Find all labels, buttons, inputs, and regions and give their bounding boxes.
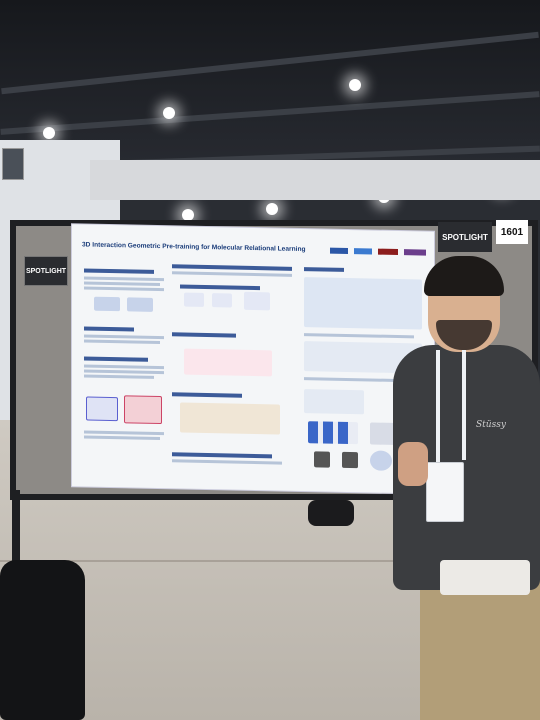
text-line xyxy=(84,430,164,436)
text-line xyxy=(84,281,160,287)
figure-invariant-geometry xyxy=(184,348,272,377)
text-line xyxy=(84,276,164,282)
text-line xyxy=(84,364,164,370)
section-heading xyxy=(84,268,154,274)
name-badge xyxy=(426,462,464,522)
person-shirt xyxy=(440,560,530,595)
ceiling-light xyxy=(349,79,361,91)
thumbs-up-hand xyxy=(398,442,428,486)
wall-banner xyxy=(90,160,540,200)
conference-logo xyxy=(370,450,392,471)
floor-seam xyxy=(0,560,540,562)
visitor-shoes xyxy=(308,500,354,526)
section-heading xyxy=(180,284,260,291)
qr-code xyxy=(314,451,330,468)
figure-interaction-environment xyxy=(124,395,162,425)
person-hair xyxy=(424,256,504,296)
text-line xyxy=(84,435,160,441)
section-heading xyxy=(84,356,148,362)
section-heading xyxy=(172,452,272,459)
text-line xyxy=(84,334,164,340)
text-line xyxy=(84,339,160,345)
section-heading xyxy=(172,264,292,271)
section-heading xyxy=(172,392,242,398)
board-number: 1601 xyxy=(496,220,528,244)
section-heading xyxy=(172,332,236,338)
lanyard xyxy=(436,350,440,470)
spotlight-badge-right: SPOTLIGHT xyxy=(438,222,492,252)
results-table xyxy=(304,277,422,330)
ceiling-truss xyxy=(1,31,539,95)
qr-code xyxy=(342,451,358,469)
figure-molecule xyxy=(244,291,270,311)
figure-molecule xyxy=(127,297,153,312)
backpack xyxy=(0,560,85,720)
figure-equivariant-geometry xyxy=(180,402,280,435)
ceiling-truss xyxy=(0,91,540,135)
logo xyxy=(378,248,398,256)
figure-plot xyxy=(370,422,394,445)
ceiling-light xyxy=(182,209,194,221)
section-heading xyxy=(304,267,344,272)
bar-chart-figure xyxy=(308,421,358,445)
person-pants xyxy=(420,575,540,720)
text-line xyxy=(84,369,164,375)
hoodie-logo-text: Stüssy xyxy=(476,420,506,430)
text-line xyxy=(84,374,154,379)
figure-molecule xyxy=(184,292,204,307)
text-line xyxy=(304,333,414,339)
logo xyxy=(330,247,348,254)
institution-logos xyxy=(330,247,430,260)
figure-molecule xyxy=(212,293,232,308)
text-line xyxy=(172,459,282,465)
lanyard xyxy=(462,350,466,460)
section-heading xyxy=(84,326,134,332)
ablation-table xyxy=(304,389,364,415)
spotlight-badge-left: SPOTLIGHT xyxy=(24,256,68,286)
wall-window xyxy=(2,148,24,180)
ceiling-light xyxy=(266,203,278,215)
logo xyxy=(354,248,372,255)
research-poster: 3D Interaction Geometric Pre-training fo… xyxy=(72,224,434,494)
text-line xyxy=(172,271,292,277)
figure-single-molecule xyxy=(86,396,118,422)
ceiling-light xyxy=(43,127,55,139)
text-line xyxy=(84,286,164,292)
ceiling-light xyxy=(163,107,175,119)
figure-molecule xyxy=(94,296,120,312)
logo xyxy=(404,249,426,256)
poster-title: 3D Interaction Geometric Pre-training fo… xyxy=(82,241,306,254)
